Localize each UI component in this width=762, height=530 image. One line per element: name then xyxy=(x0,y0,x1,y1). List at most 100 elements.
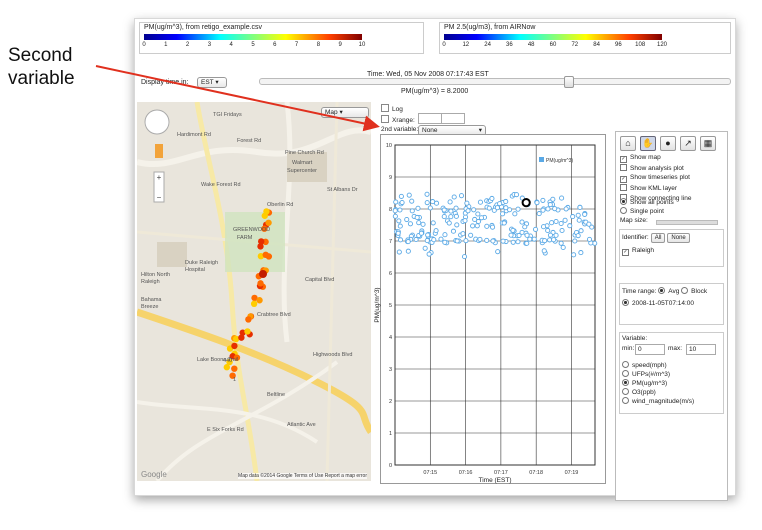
sidebar-option-label: Show analysis plot xyxy=(630,165,684,172)
sidebar-option-label: Show KML layer xyxy=(630,185,678,192)
data-point xyxy=(510,239,516,245)
points-option-radio[interactable] xyxy=(620,198,627,205)
pin-icon[interactable]: ● xyxy=(660,136,676,151)
pegman-icon[interactable] xyxy=(155,144,163,158)
variable-option[interactable]: O3(ppb) xyxy=(622,388,656,396)
raleigh-checkbox[interactable]: ✓ xyxy=(622,249,629,256)
variable-option[interactable]: UFPs(#/m^3) xyxy=(622,370,670,378)
x-tick-label: 07:19 xyxy=(565,470,579,476)
data-point xyxy=(578,228,584,234)
sidebar-option[interactable]: ✓ Show map xyxy=(620,154,661,163)
colorbar-file-tick: 2 xyxy=(185,42,190,48)
data-point xyxy=(447,199,453,205)
variable-option[interactable]: wind_magnitude(m/s) xyxy=(622,397,694,405)
data-point xyxy=(553,232,559,238)
xrange-min-input[interactable] xyxy=(418,113,442,124)
time-range-item-radio[interactable] xyxy=(622,299,629,306)
log-option[interactable]: Log xyxy=(381,104,403,113)
colorbar-file-tick: 6 xyxy=(273,42,277,48)
map-track-point xyxy=(226,358,233,366)
variable-option-label: PM(ug/m^3) xyxy=(632,380,668,387)
points-option[interactable]: Single point xyxy=(620,207,664,215)
sidebar-option[interactable]: Show analysis plot xyxy=(620,164,684,172)
data-point xyxy=(397,237,404,243)
time-range-item[interactable]: 2008-11-05T07:14:00 xyxy=(622,299,694,307)
data-point xyxy=(425,232,431,238)
colorbar-airnow-tick: 72 xyxy=(571,42,579,48)
colorbar-airnow: PM 2.5(ug/m3), from AIRNow 0 12 24 36 48 60 72… xyxy=(439,22,731,54)
variable-option[interactable]: PM(ug/m^3) xyxy=(622,379,667,387)
variable-option-radio[interactable] xyxy=(622,388,629,395)
variable-min-input[interactable]: 0 xyxy=(635,344,665,355)
timeseries-plot[interactable]: 0 1 2 3 4 5 6 7 8 9 10 07:15 07:16 07:17 07:18 07:19 Tim… xyxy=(374,134,606,484)
data-point xyxy=(405,239,411,245)
points-option[interactable]: Show all points xyxy=(620,198,674,206)
data-point xyxy=(512,211,518,217)
data-point xyxy=(404,217,410,223)
variable-option[interactable]: speed(mph) xyxy=(622,361,667,369)
map-label: E Six Forks Rd xyxy=(207,427,244,433)
variable-option-radio[interactable] xyxy=(622,361,629,368)
map-label: Walmart xyxy=(292,160,313,166)
data-point xyxy=(471,207,477,213)
annotation-text: Second variable xyxy=(8,44,75,90)
data-point xyxy=(513,192,520,198)
variable-option-radio[interactable] xyxy=(622,370,629,377)
hand-icon[interactable]: ✋ xyxy=(640,136,656,151)
sidebar-option-checkbox[interactable]: ✓ xyxy=(620,176,627,183)
time-slider[interactable] xyxy=(259,76,731,88)
colorbar-airnow-tick: 108 xyxy=(635,42,646,48)
variable-option-label: O3(ppb) xyxy=(632,389,656,396)
map-label: Duke Raleigh xyxy=(185,260,219,266)
data-point xyxy=(551,237,557,243)
data-point xyxy=(478,215,485,221)
sidebar-option-checkbox[interactable]: ✓ xyxy=(620,156,627,163)
line-chart-icon[interactable]: ↗ xyxy=(680,136,696,151)
map-pan-control[interactable] xyxy=(144,109,170,135)
time-range-block-radio[interactable] xyxy=(681,287,689,294)
sidebar-option-checkbox[interactable] xyxy=(620,184,627,191)
xrange-checkbox[interactable] xyxy=(381,115,389,123)
y-tick-label: 0 xyxy=(389,463,392,469)
time-slider-handle[interactable] xyxy=(564,76,574,88)
data-point xyxy=(398,193,404,199)
data-point xyxy=(392,208,398,214)
variable-option-radio[interactable] xyxy=(622,379,629,386)
data-point xyxy=(461,254,468,260)
sidebar-option-checkbox[interactable] xyxy=(620,164,627,171)
map-terms-link[interactable]: Terms of Use xyxy=(293,473,324,479)
sidebar-option[interactable]: Show KML layer xyxy=(620,184,677,192)
identifier-none-button[interactable]: None xyxy=(667,233,690,243)
table-icon[interactable]: ▦ xyxy=(700,136,716,151)
data-point xyxy=(397,207,403,213)
data-point xyxy=(552,206,558,212)
identifier-all-button[interactable]: All xyxy=(650,233,666,243)
map-report-link[interactable]: Report a map error xyxy=(324,473,367,479)
map-label: Capital Blvd xyxy=(305,277,335,283)
colorbar-airnow-tick: 0 xyxy=(442,42,446,48)
data-point xyxy=(396,249,402,255)
map-zoom-control[interactable] xyxy=(153,171,165,203)
map-label: Hardimont Rd xyxy=(177,132,211,138)
home-icon[interactable]: ⌂ xyxy=(620,136,636,151)
log-checkbox[interactable] xyxy=(381,104,389,112)
log-label: Log xyxy=(392,106,403,113)
sidebar-option[interactable]: ✓ Show timeseries plot xyxy=(620,174,690,183)
variable-max-input[interactable]: 10 xyxy=(686,344,716,355)
variable-option-radio[interactable] xyxy=(622,397,629,404)
map-size-slider[interactable] xyxy=(656,220,718,225)
map-track-point xyxy=(229,372,236,379)
map-type-select[interactable]: Map ▾ xyxy=(321,107,369,118)
map-view[interactable]: + − TGI Fridays Hardimont Rd Forest Rd Walm… xyxy=(137,102,371,481)
xrange-max-input[interactable] xyxy=(441,113,465,124)
colorbar-airnow-tick: 12 xyxy=(462,42,470,48)
map-label: Lake Boone Trail xyxy=(197,357,239,363)
display-time-select[interactable]: EST ▾ xyxy=(197,77,227,88)
xrange-option[interactable]: Xrange: xyxy=(381,115,415,124)
points-option-radio[interactable] xyxy=(620,207,627,214)
data-point xyxy=(397,223,403,229)
time-range-avg-radio[interactable] xyxy=(658,287,666,294)
colorbar-file-title: PM(ug/m^3), from retigo_example.csv xyxy=(144,24,263,31)
map-track-point xyxy=(232,335,240,343)
identifier-raleigh[interactable]: ✓ Raleigh xyxy=(622,247,654,256)
